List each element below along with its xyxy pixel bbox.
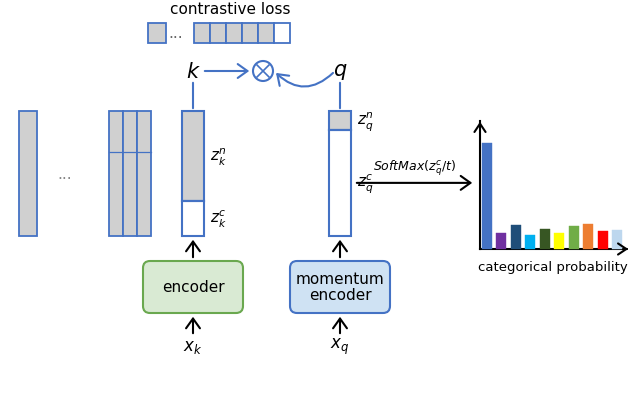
Bar: [258, 24, 274, 44]
Text: $SoftMax(z_q^c/t)$: $SoftMax(z_q^c/t)$: [373, 158, 456, 177]
Bar: [242, 24, 258, 44]
Bar: [210, 24, 226, 44]
Text: $q$: $q$: [333, 62, 348, 82]
Bar: [182, 112, 204, 201]
Bar: [583, 224, 593, 249]
Bar: [497, 234, 506, 249]
Bar: [525, 235, 535, 249]
Bar: [540, 229, 550, 249]
Bar: [182, 201, 204, 237]
Text: $z_k^n$: $z_k^n$: [210, 146, 227, 167]
Text: $z_q^n$: $z_q^n$: [357, 109, 374, 133]
Bar: [612, 230, 622, 249]
FancyBboxPatch shape: [143, 261, 243, 313]
Bar: [123, 112, 137, 237]
Bar: [329, 130, 351, 237]
Bar: [274, 24, 290, 44]
Bar: [148, 24, 166, 44]
FancyBboxPatch shape: [290, 261, 390, 313]
Text: encoder: encoder: [308, 288, 371, 303]
Bar: [511, 225, 521, 249]
Text: $k$: $k$: [186, 62, 200, 82]
Text: momentum: momentum: [296, 272, 385, 287]
Text: categorical probability: categorical probability: [477, 261, 627, 274]
Text: ...: ...: [58, 166, 72, 182]
Bar: [226, 24, 242, 44]
Text: $x_k$: $x_k$: [183, 337, 203, 355]
Bar: [482, 144, 492, 249]
Bar: [194, 24, 210, 44]
Text: $z_q^c$: $z_q^c$: [357, 172, 374, 195]
Bar: [569, 227, 579, 249]
Bar: [137, 112, 151, 237]
Bar: [329, 112, 351, 130]
Text: encoder: encoder: [162, 280, 224, 295]
Bar: [554, 234, 564, 249]
Text: $z_k^c$: $z_k^c$: [210, 209, 227, 229]
Text: contrastive loss: contrastive loss: [170, 2, 291, 18]
Text: $x_q$: $x_q$: [330, 336, 349, 356]
Bar: [19, 112, 37, 237]
Bar: [598, 231, 607, 249]
Bar: [109, 112, 123, 237]
Text: ...: ...: [169, 26, 183, 41]
